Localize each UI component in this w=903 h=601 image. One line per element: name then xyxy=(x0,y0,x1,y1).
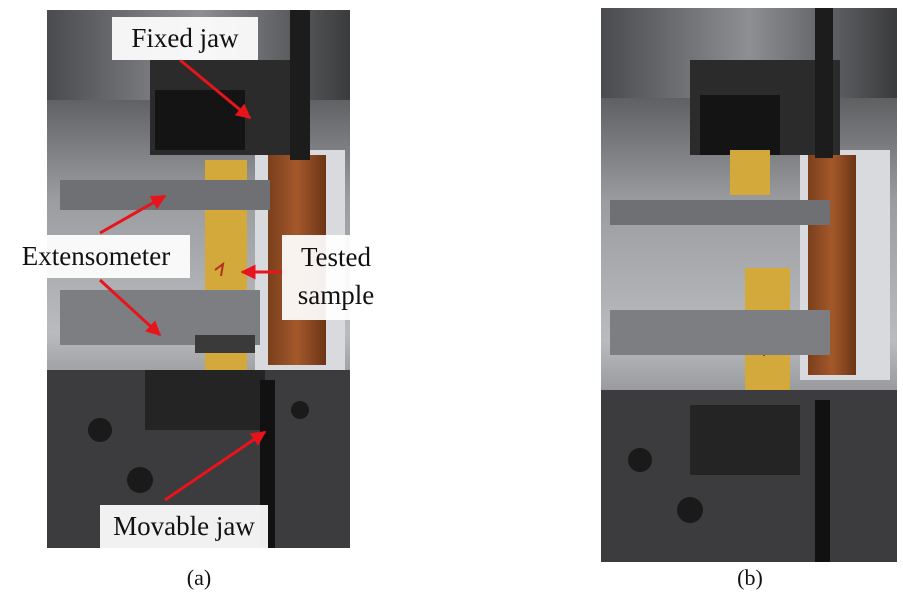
label-fixed-jaw: Fixed jaw xyxy=(131,23,239,53)
photo-b xyxy=(601,8,897,562)
label-tested-sample: Tested xyxy=(301,242,372,272)
figure: Fixed jaw Extensometer Tested sample Mov… xyxy=(0,0,903,596)
caption-b: (b) xyxy=(737,565,763,590)
caption-a: (a) xyxy=(187,565,211,590)
label-tested-sample: sample xyxy=(298,280,374,310)
label-extensometer: Extensometer xyxy=(22,241,170,271)
label-movable-jaw: Movable jaw xyxy=(113,511,255,541)
